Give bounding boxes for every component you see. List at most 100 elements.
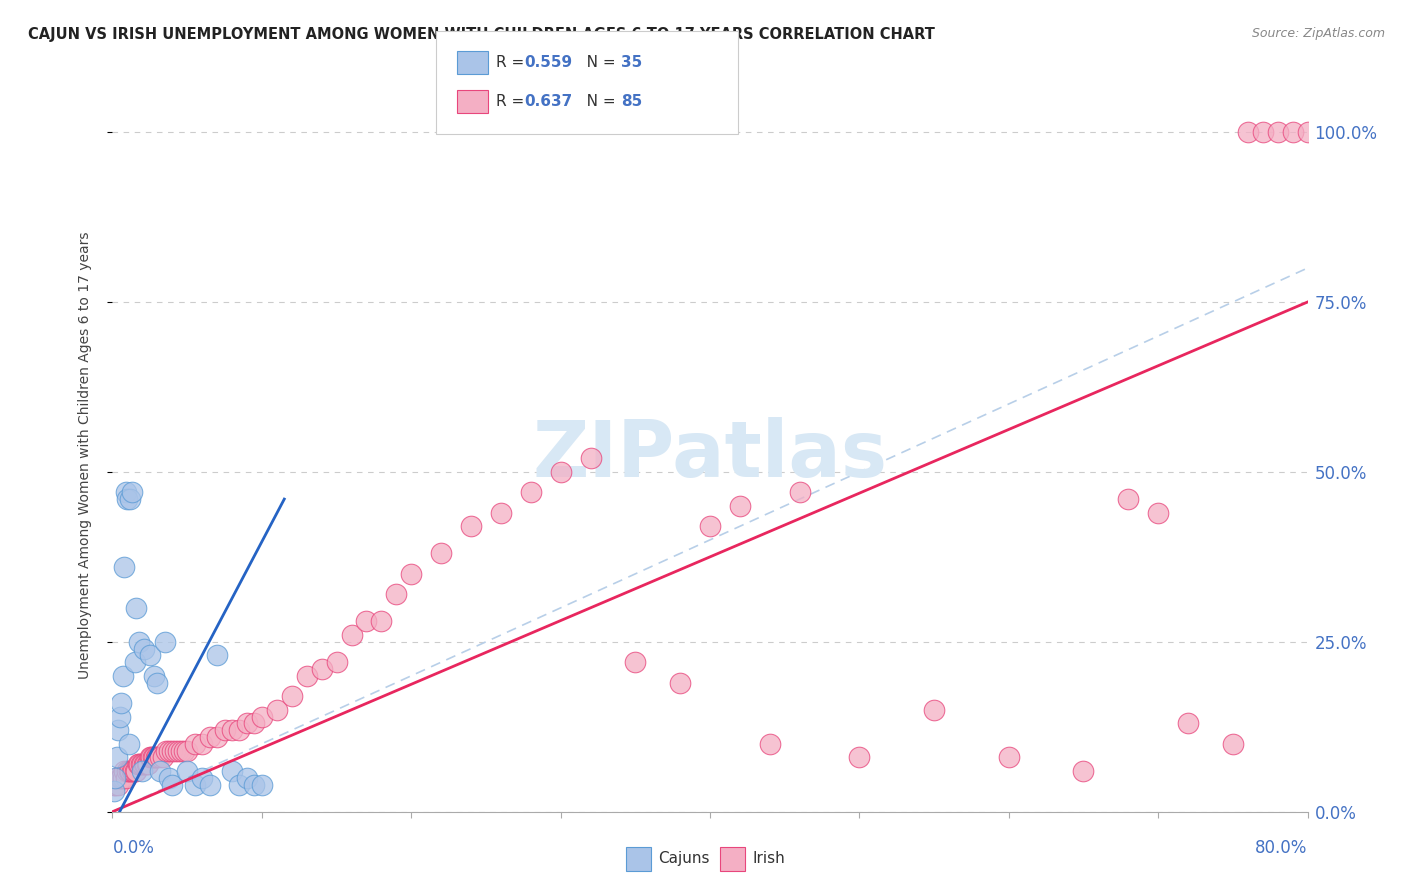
Point <box>173 743 195 757</box>
Point <box>325 655 347 669</box>
Point <box>460 519 482 533</box>
Point <box>214 723 236 738</box>
Point <box>129 757 152 772</box>
Point <box>250 778 273 792</box>
Point <box>228 778 250 792</box>
Point <box>266 703 288 717</box>
Point <box>191 737 214 751</box>
Point <box>127 757 149 772</box>
Point <box>998 750 1021 764</box>
Point <box>114 560 135 574</box>
Point <box>131 757 153 772</box>
Point <box>157 743 180 757</box>
Point <box>122 764 145 778</box>
Point <box>167 743 190 757</box>
Text: 80.0%: 80.0% <box>1256 838 1308 857</box>
Point <box>401 566 423 581</box>
Point <box>117 492 139 507</box>
Point <box>1281 125 1303 139</box>
Point <box>132 757 155 772</box>
Point <box>120 492 142 507</box>
Point <box>149 764 172 778</box>
Point <box>243 778 266 792</box>
Text: R =: R = <box>496 55 530 70</box>
Point <box>110 696 132 710</box>
Point <box>146 675 169 690</box>
Text: 0.0%: 0.0% <box>112 838 155 857</box>
Point <box>108 771 131 785</box>
Point <box>228 723 250 738</box>
Point <box>205 648 228 663</box>
Point <box>183 737 205 751</box>
Point <box>1118 492 1140 507</box>
Y-axis label: Unemployment Among Women with Children Ages 6 to 17 years: Unemployment Among Women with Children A… <box>77 231 91 679</box>
Point <box>295 669 318 683</box>
Text: N =: N = <box>572 95 620 109</box>
Point <box>124 655 146 669</box>
Text: 0.637: 0.637 <box>524 95 572 109</box>
Point <box>104 778 127 792</box>
Point <box>121 764 143 778</box>
Point <box>139 648 162 663</box>
Point <box>669 675 692 690</box>
Point <box>103 784 125 798</box>
Point <box>250 709 273 723</box>
Point <box>198 730 221 744</box>
Point <box>107 778 129 792</box>
Point <box>134 757 156 772</box>
Point <box>624 655 647 669</box>
Point <box>176 743 198 757</box>
Point <box>170 743 193 757</box>
Point <box>104 771 127 785</box>
Point <box>165 743 187 757</box>
Point <box>108 709 131 723</box>
Text: R =: R = <box>496 95 530 109</box>
Point <box>142 750 165 764</box>
Text: Cajuns: Cajuns <box>658 851 710 865</box>
Point <box>114 764 135 778</box>
Point <box>848 750 870 764</box>
Point <box>118 764 141 778</box>
Point <box>176 764 198 778</box>
Point <box>430 546 453 560</box>
Point <box>107 723 129 738</box>
Point <box>1296 125 1319 139</box>
Point <box>281 689 304 703</box>
Point <box>1147 506 1170 520</box>
Text: Source: ZipAtlas.com: Source: ZipAtlas.com <box>1251 27 1385 40</box>
Point <box>105 750 128 764</box>
Point <box>922 703 945 717</box>
Point <box>138 757 160 772</box>
Point <box>141 750 163 764</box>
Point <box>115 771 138 785</box>
Point <box>385 587 408 601</box>
Point <box>162 778 183 792</box>
Point <box>125 764 148 778</box>
Point <box>1073 764 1095 778</box>
Text: 35: 35 <box>621 55 643 70</box>
Point <box>162 743 183 757</box>
Point <box>128 757 150 772</box>
Point <box>183 778 205 792</box>
Point <box>111 669 134 683</box>
Point <box>356 615 378 629</box>
Text: 85: 85 <box>621 95 643 109</box>
Point <box>520 485 543 500</box>
Point <box>340 628 363 642</box>
Point <box>191 771 214 785</box>
Text: CAJUN VS IRISH UNEMPLOYMENT AMONG WOMEN WITH CHILDREN AGES 6 TO 17 YEARS CORRELA: CAJUN VS IRISH UNEMPLOYMENT AMONG WOMEN … <box>28 27 935 42</box>
Point <box>132 641 155 656</box>
Point <box>1222 737 1244 751</box>
Point <box>117 764 139 778</box>
Point <box>311 662 333 676</box>
Point <box>143 669 166 683</box>
Point <box>205 730 228 744</box>
Point <box>118 737 141 751</box>
Point <box>1177 716 1199 731</box>
Point <box>124 764 146 778</box>
Point <box>135 757 157 772</box>
Point <box>111 771 134 785</box>
Point <box>1237 125 1260 139</box>
Point <box>221 723 243 738</box>
Point <box>699 519 721 533</box>
